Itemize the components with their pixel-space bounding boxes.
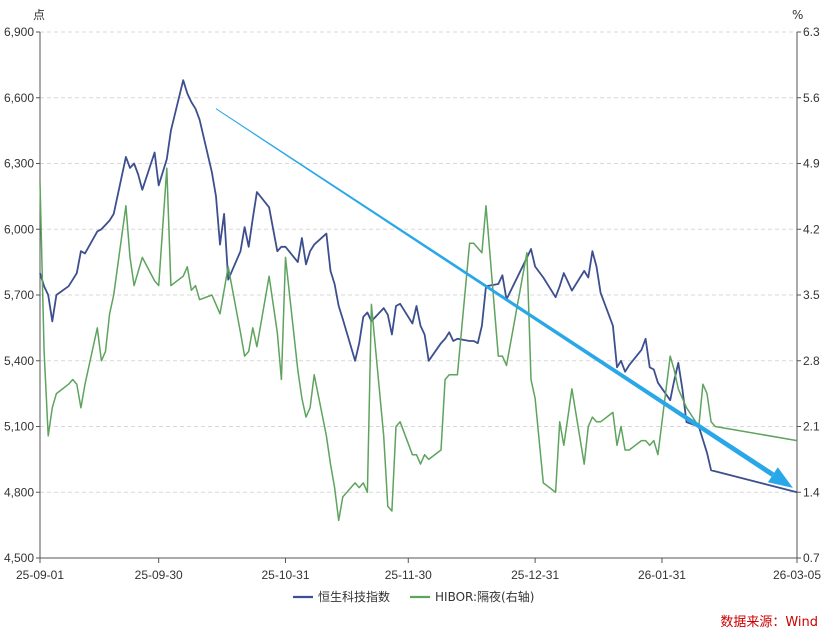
x-tick-label: 25-09-01 [16, 568, 64, 582]
right-tick-label: 4.9 [803, 157, 820, 171]
right-tick-label: 2.8 [803, 354, 820, 368]
x-axis-ticks: 25-09-01 25-09-30 25-10-31 25-11-30 25-12-31… [16, 558, 821, 582]
trend-arrow-shaft [215, 108, 775, 477]
right-tick-label: 1.4 [803, 485, 820, 499]
x-tick-label: 25-12-31 [511, 568, 559, 582]
x-tick-label: 26-03-05 [773, 568, 821, 582]
series-line-2 [39, 167, 798, 522]
annotation-layer [215, 108, 793, 488]
right-tick-label: 5.6 [803, 91, 820, 105]
left-tick-label: 6,300 [4, 157, 34, 171]
right-tick-label: 6.3 [803, 25, 820, 39]
grid [40, 31, 797, 493]
right-axis-unit: % [792, 8, 803, 22]
left-axis-ticks: 4,500 4,800 5,100 5,400 5,700 6,000 6,300 6,600… [4, 25, 40, 565]
x-tick-label: 25-09-30 [135, 568, 183, 582]
right-axis-ticks: 0.7 1.4 2.1 2.8 3.5 4.2 4.9 5.6 6.3 [797, 25, 820, 565]
left-tick-label: 4,800 [4, 485, 34, 499]
legend: 恒生科技指数 HIBOR:隔夜(右轴) [293, 589, 534, 604]
x-tick-label: 25-11-30 [385, 568, 432, 582]
left-tick-label: 4,500 [4, 551, 34, 565]
left-tick-label: 6,000 [4, 222, 34, 236]
x-tick-label: 26-01-31 [638, 568, 686, 582]
legend-label-2: HIBOR:隔夜(右轴) [435, 589, 534, 604]
legend-label-1: 恒生科技指数 [318, 589, 390, 604]
trend-arrow-head [767, 467, 793, 488]
source-label: 数据来源：Wind [720, 615, 818, 630]
right-tick-label: 4.2 [803, 222, 820, 236]
right-tick-label: 0.7 [803, 551, 820, 565]
right-tick-label: 2.1 [803, 420, 820, 434]
left-tick-label: 6,600 [4, 91, 34, 105]
x-tick-label: 25-10-31 [261, 568, 309, 582]
left-tick-label: 6,900 [4, 25, 34, 39]
series-layer [39, 79, 798, 522]
right-tick-label: 3.5 [803, 288, 820, 302]
series-line-1 [39, 79, 798, 494]
left-axis-unit: 点 [33, 8, 45, 22]
left-tick-label: 5,100 [4, 420, 34, 434]
left-tick-label: 5,400 [4, 354, 34, 368]
left-tick-label: 5,700 [4, 288, 34, 302]
